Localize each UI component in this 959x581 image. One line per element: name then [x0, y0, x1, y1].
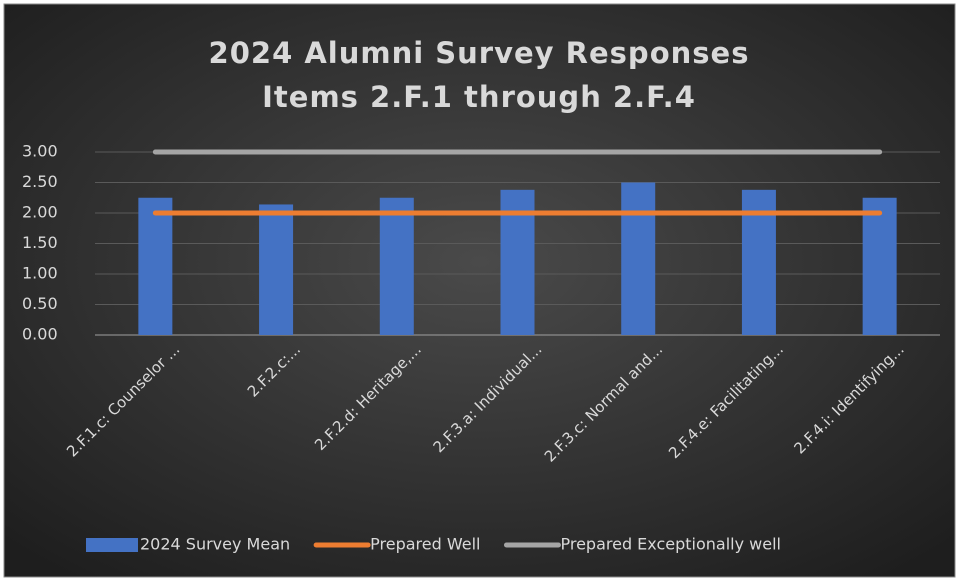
- y-tick-label: 1.50: [22, 233, 58, 252]
- y-tick-label: 0.50: [22, 294, 58, 313]
- bar: [138, 197, 173, 335]
- y-tick-label: 3.00: [22, 142, 58, 161]
- chart-title: Items 2.F.1 through 2.F.4: [262, 80, 696, 114]
- y-tick-label: 1.00: [22, 264, 58, 283]
- legend-label: 2024 Survey Mean: [140, 535, 290, 554]
- legend-swatch: [86, 538, 138, 552]
- bar: [379, 197, 414, 335]
- y-tick-label: 2.50: [22, 172, 58, 191]
- chart-title: 2024 Alumni Survey Responses: [209, 36, 750, 70]
- y-tick-label: 2.00: [22, 203, 58, 222]
- legend-label: Prepared Well: [370, 535, 480, 554]
- bar: [259, 204, 294, 335]
- bar: [621, 182, 656, 335]
- y-tick-label: 0.00: [22, 325, 58, 344]
- bar: [862, 197, 897, 335]
- legend-label: Prepared Exceptionally well: [560, 535, 781, 554]
